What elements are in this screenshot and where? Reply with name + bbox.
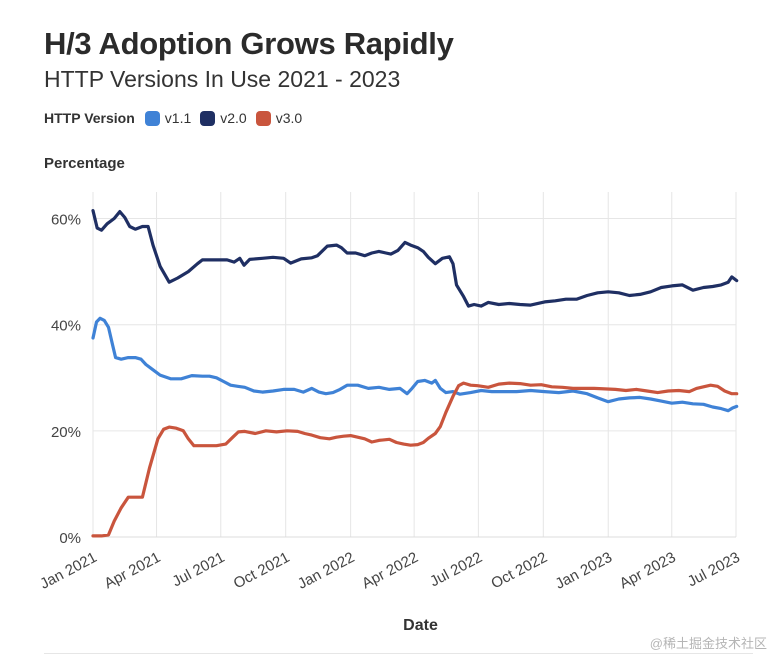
legend-label-v3-0: v3.0 xyxy=(275,110,303,126)
legend-swatch-v3-0 xyxy=(255,110,271,126)
x-tick-label: Jul 2022 xyxy=(427,549,485,591)
x-tick-label: Apr 2022 xyxy=(359,549,421,593)
x-tick-label: Jul 2021 xyxy=(169,549,227,591)
x-tick-label: Jul 2023 xyxy=(685,549,743,591)
x-axis-label: Date xyxy=(403,617,438,634)
series-line-v1-1 xyxy=(91,316,739,413)
series-line-v3-0 xyxy=(91,381,739,538)
x-tick-label: Jan 2022 xyxy=(295,549,357,593)
chart-subtitle: HTTP Versions In Use 2021 - 2023 xyxy=(44,66,401,92)
watermark: @稀土掘金技术社区 xyxy=(649,636,767,651)
series-line-v2-0 xyxy=(91,209,739,308)
legend-item-v2-0[interactable]: v2.0 xyxy=(200,110,247,126)
x-tick-label: Jan 2021 xyxy=(37,549,99,593)
y-tick-label: 40% xyxy=(51,318,81,335)
chart-title: H/3 Adoption Grows Rapidly xyxy=(44,26,454,61)
x-tick-label: Jan 2023 xyxy=(553,549,615,593)
bottom-divider xyxy=(44,653,753,654)
legend-swatch-v1-1 xyxy=(144,110,160,126)
legend-item-v3-0[interactable]: v3.0 xyxy=(255,110,303,126)
x-tick-label: Oct 2021 xyxy=(231,549,293,593)
x-tick-label: Apr 2023 xyxy=(617,549,679,593)
y-axis-label: Percentage xyxy=(44,155,125,172)
y-tick-label: 60% xyxy=(51,212,81,229)
legend: HTTP Version v1.1 v2.0 v3.0 xyxy=(44,110,311,126)
legend-title: HTTP Version xyxy=(44,110,135,126)
legend-item-v1-1[interactable]: v1.1 xyxy=(144,110,192,126)
x-tick-label: Apr 2021 xyxy=(102,549,164,593)
legend-label-v2-0: v2.0 xyxy=(220,110,247,126)
legend-swatch-v2-0 xyxy=(200,110,216,126)
y-tick-label: 0% xyxy=(59,530,81,547)
legend-label-v1-1: v1.1 xyxy=(164,110,192,126)
y-tick-label: 20% xyxy=(51,424,81,441)
x-tick-label: Oct 2022 xyxy=(488,549,550,593)
